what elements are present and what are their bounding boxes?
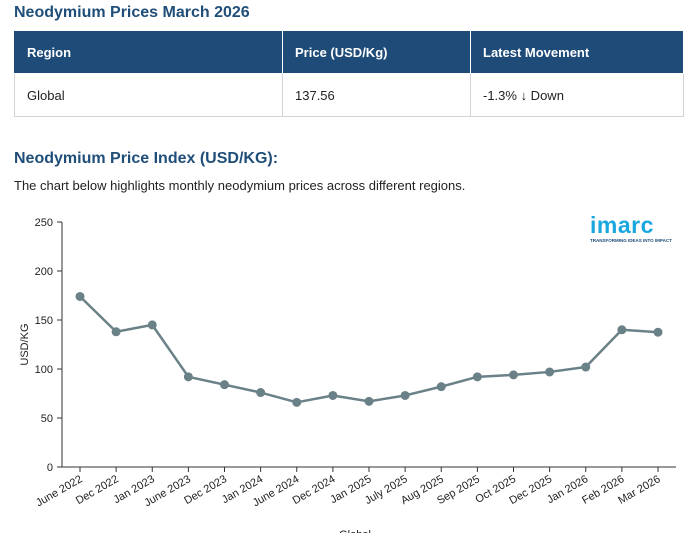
logo-tagline: TRANSFORMING IDEAS INTO IMPACT xyxy=(590,238,672,243)
y-tick-label: 200 xyxy=(35,266,53,278)
data-point xyxy=(111,327,121,337)
table-header-row: Region Price (USD/Kg) Latest Movement xyxy=(14,30,684,74)
y-tick-label: 50 xyxy=(41,413,53,425)
cell-movement: -1.3% ↓ Down xyxy=(470,73,684,117)
header-region: Region xyxy=(14,30,283,74)
table-row: Global 137.56 -1.3% ↓ Down xyxy=(14,73,684,117)
data-point xyxy=(509,370,518,380)
cell-price: 137.56 xyxy=(282,73,471,117)
data-point xyxy=(653,327,663,337)
logo-name: imarc xyxy=(590,212,654,238)
data-point xyxy=(147,320,157,330)
data-point xyxy=(256,388,266,398)
data-point xyxy=(617,325,627,335)
chart-description: The chart below highlights monthly neody… xyxy=(14,178,466,193)
y-tick-label: 150 xyxy=(35,315,53,327)
data-point xyxy=(220,380,229,390)
data-point xyxy=(328,390,338,400)
data-point xyxy=(472,372,482,382)
y-tick-label: 0 xyxy=(47,462,53,474)
y-axis-label: USD/KG xyxy=(19,323,31,365)
data-point xyxy=(545,367,555,377)
y-tick-label: 250 xyxy=(35,217,53,229)
series-line xyxy=(79,295,659,404)
x-axis-label: Global xyxy=(339,529,371,533)
data-point xyxy=(75,291,85,301)
data-point xyxy=(400,390,410,400)
cell-region: Global xyxy=(14,73,283,117)
data-point xyxy=(292,397,302,407)
header-price: Price (USD/Kg) xyxy=(282,30,471,74)
data-point xyxy=(183,372,193,382)
data-point xyxy=(436,382,446,392)
price-table: Region Price (USD/Kg) Latest Movement Gl… xyxy=(14,30,684,117)
header-movement: Latest Movement xyxy=(470,30,684,74)
data-point xyxy=(581,362,591,372)
data-point xyxy=(364,396,374,406)
chart-title: Neodymium Price Index (USD/KG): xyxy=(14,150,279,167)
y-tick-label: 100 xyxy=(35,364,53,376)
table-title: Neodymium Prices March 2026 xyxy=(14,4,250,21)
imarc-logo: imarc TRANSFORMING IDEAS INTO IMPACT xyxy=(588,213,672,247)
